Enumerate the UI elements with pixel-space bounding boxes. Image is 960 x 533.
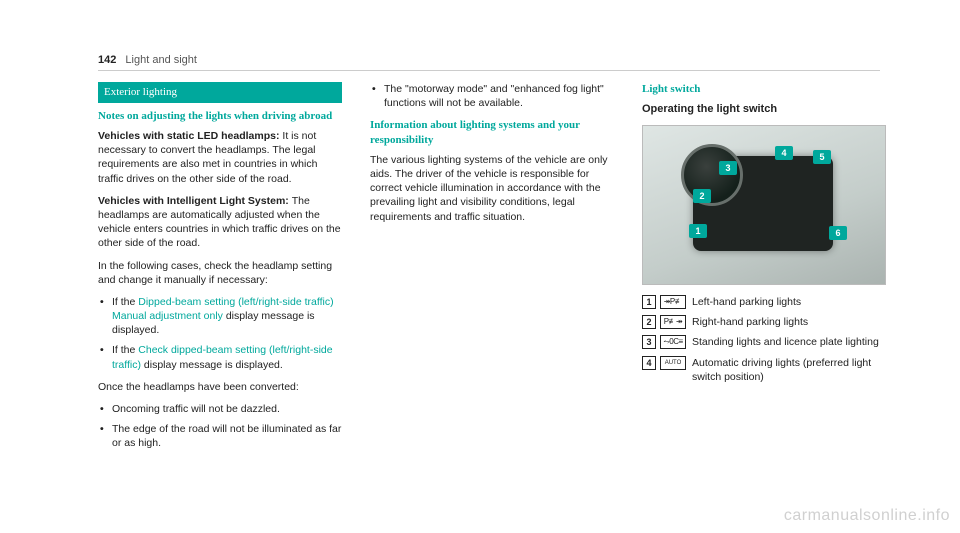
- callout-1: 1: [689, 224, 707, 238]
- bullet-check-dipped: If the Check dipped-beam setting (left/r…: [98, 343, 342, 371]
- legend-row-1: 1 ↠P≢ Left-hand parking lights: [642, 295, 886, 309]
- legend-sym-1: ↠P≢: [660, 295, 686, 309]
- legend-row-2: 2 P≢↠ Right-hand parking lights: [642, 315, 886, 329]
- para-intelligent-light-bold: Vehicles with Intelligent Light System:: [98, 195, 292, 207]
- subheading-operating: Operating the light switch: [642, 102, 886, 117]
- watermark-text: carmanualsonline.info: [784, 507, 950, 525]
- legend-text-2: Right-hand parking lights: [692, 315, 886, 329]
- heading-light-switch: Light switch: [642, 82, 886, 96]
- legend-num-3: 3: [642, 335, 656, 349]
- para-once-converted: Once the headlamps have been converted:: [98, 380, 342, 394]
- callout-2: 2: [693, 189, 711, 203]
- manual-page: 142 Light and sight Exterior lighting No…: [0, 0, 960, 533]
- legend-num-2: 2: [642, 315, 656, 329]
- switch-dial-shape: [681, 144, 743, 206]
- para-static-led-bold: Vehicles with static LED headlamps:: [98, 130, 282, 142]
- bullet-motorway-mode: The "motorway mode" and "enhanced fog li…: [370, 82, 614, 110]
- callout-6: 6: [829, 226, 847, 240]
- page-header: 142 Light and sight: [98, 54, 880, 71]
- bullet-dipped-manual: If the Dipped-beam setting (left/right-s…: [98, 295, 342, 338]
- legend-num-4: 4: [642, 356, 656, 370]
- heading-responsibility: Information about lighting systems and y…: [370, 118, 614, 147]
- para-responsibility: The various lighting systems of the vehi…: [370, 153, 614, 224]
- columns: Exterior lighting Notes on adjusting the…: [98, 82, 886, 458]
- legend-sym-2: P≢↠: [660, 315, 686, 329]
- legend-text-3: Standing lights and licence plate lighti…: [692, 335, 886, 349]
- light-switch-figure: 1 2 3 4 5 6: [642, 125, 886, 285]
- column-3: Light switch Operating the light switch …: [642, 82, 886, 458]
- para-check-cases: In the following cases, check the headla…: [98, 259, 342, 287]
- bullet-list-top: The "motorway mode" and "enhanced fog li…: [370, 82, 614, 110]
- section-bar-exterior-lighting: Exterior lighting: [98, 82, 342, 103]
- legend-row-4: 4 AUTO Automatic driving lights (preferr…: [642, 356, 886, 384]
- column-1: Exterior lighting Notes on adjusting the…: [98, 82, 342, 458]
- legend-list: 1 ↠P≢ Left-hand parking lights 2 P≢↠ Rig…: [642, 295, 886, 384]
- chapter-title: Light and sight: [125, 54, 197, 66]
- bullet-list-converted: Oncoming traffic will not be dazzled. Th…: [98, 402, 342, 451]
- legend-text-1: Left-hand parking lights: [692, 295, 886, 309]
- para-intelligent-light: Vehicles with Intelligent Light System: …: [98, 194, 342, 251]
- column-2: The "motorway mode" and "enhanced fog li…: [370, 82, 614, 458]
- legend-num-1: 1: [642, 295, 656, 309]
- callout-5: 5: [813, 150, 831, 164]
- legend-row-3: 3 ⥊0C≡ Standing lights and licence plate…: [642, 335, 886, 349]
- bullet-list-cases: If the Dipped-beam setting (left/right-s…: [98, 295, 342, 372]
- callout-3: 3: [719, 161, 737, 175]
- legend-sym-3: ⥊0C≡: [660, 335, 686, 349]
- legend-sym-4: AUTO: [660, 356, 686, 370]
- para-static-led: Vehicles with static LED headlamps: It i…: [98, 129, 342, 186]
- heading-notes-abroad: Notes on adjusting the lights when drivi…: [98, 109, 342, 123]
- callout-4: 4: [775, 146, 793, 160]
- page-number: 142: [98, 54, 116, 66]
- bullet-no-dazzle: Oncoming traffic will not be dazzled.: [98, 402, 342, 416]
- bullet-edge-road: The edge of the road will not be illumin…: [98, 422, 342, 450]
- legend-text-4: Automatic driving lights (preferred ligh…: [692, 356, 886, 384]
